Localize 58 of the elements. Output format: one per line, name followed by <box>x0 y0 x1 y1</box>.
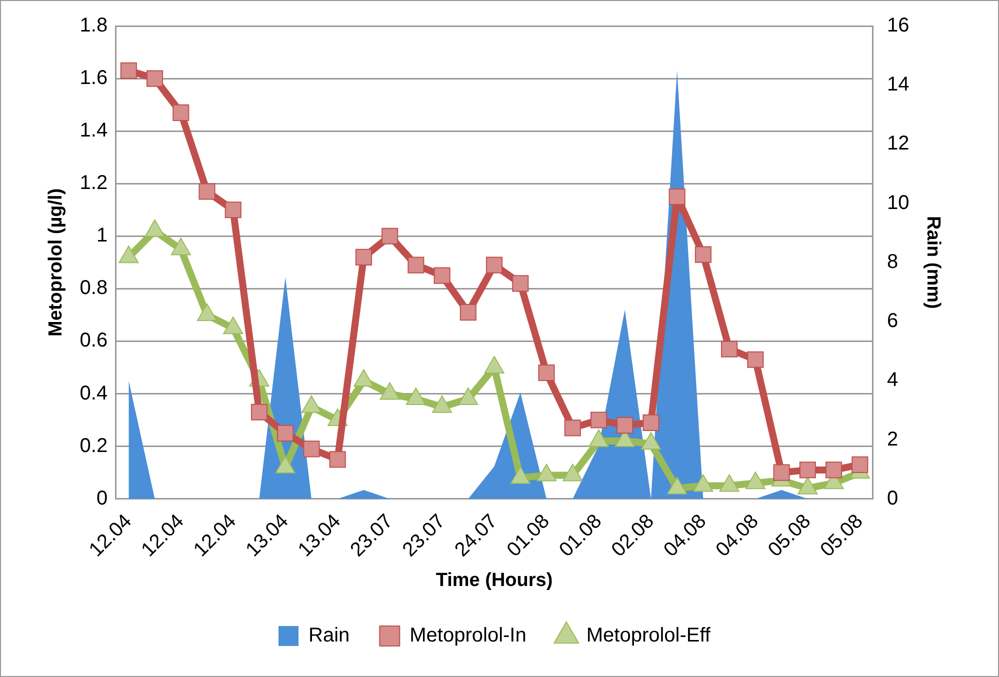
y2-tick-label: 14 <box>886 74 910 96</box>
y2-tick-label: 12 <box>886 132 910 155</box>
point <box>510 466 530 484</box>
point <box>562 464 583 482</box>
point <box>719 474 740 492</box>
y-axis-title: Metoprolol (µg/l) <box>46 188 67 336</box>
legend-label: Rain <box>308 624 350 647</box>
point <box>536 464 557 482</box>
y-tick-label: 0.6 <box>80 330 108 352</box>
y-tick-label: 1.4 <box>80 120 108 142</box>
point <box>486 256 503 274</box>
point <box>275 456 296 474</box>
point <box>354 369 374 387</box>
y-tick-label: 1.6 <box>80 67 108 90</box>
point <box>146 70 164 87</box>
y2-tick-label: 16 <box>886 14 910 37</box>
legend-label: Metoprolol-In <box>410 624 526 647</box>
point <box>588 430 609 448</box>
point <box>512 275 529 292</box>
y-tick-label: 0.2 <box>80 434 108 457</box>
y2-tick-label: 6 <box>886 310 898 332</box>
y2-axis-title: Rain (mm) <box>922 216 944 309</box>
y-tick-label: 0.8 <box>80 277 108 300</box>
point <box>458 388 478 406</box>
point <box>198 183 216 200</box>
point <box>223 316 244 334</box>
point <box>668 188 686 206</box>
y-tick-label: 1.8 <box>80 14 108 37</box>
point <box>460 304 476 321</box>
point <box>798 476 818 494</box>
x-axis-title: Time (Hours) <box>436 570 553 591</box>
point <box>382 228 398 244</box>
point <box>120 62 137 79</box>
y2-tick-label: 0 <box>886 487 898 510</box>
point <box>667 476 688 494</box>
point <box>693 474 714 492</box>
point <box>432 395 452 413</box>
point <box>694 246 712 263</box>
y-tick-label: 1 <box>96 224 108 247</box>
point <box>484 356 504 374</box>
point <box>745 472 766 490</box>
point <box>380 382 400 400</box>
y-tick-label: 0 <box>96 487 108 510</box>
point <box>224 202 242 218</box>
point <box>301 395 322 413</box>
point <box>640 432 661 450</box>
legend-label: Metoprolol-Eff <box>586 624 711 647</box>
point <box>408 256 424 274</box>
y2-tick-label: 8 <box>886 250 898 273</box>
point <box>406 388 426 406</box>
point <box>172 104 190 121</box>
y2-tick-label: 2 <box>886 428 898 450</box>
y2-tick-label: 10 <box>886 192 910 214</box>
point <box>434 267 450 284</box>
y-tick-label: 0.4 <box>80 382 108 404</box>
y-tick-label: 1.2 <box>80 172 108 194</box>
point <box>355 248 372 266</box>
y2-tick-label: 4 <box>886 369 898 392</box>
